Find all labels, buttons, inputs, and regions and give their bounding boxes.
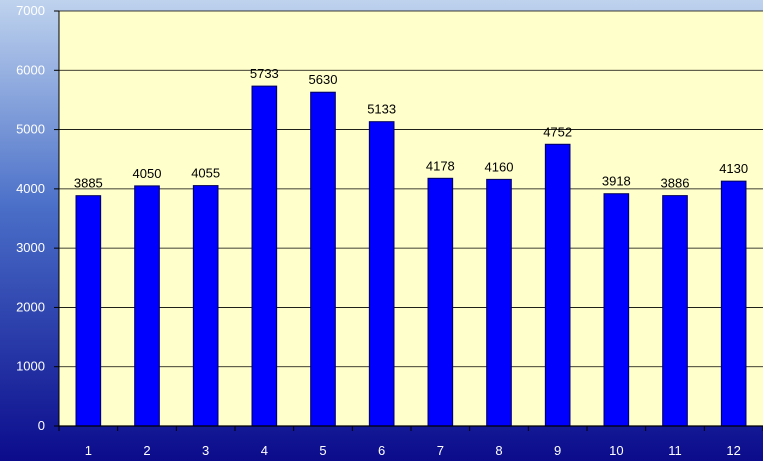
x-tick-label: 6 — [378, 443, 385, 458]
bar-2 — [134, 185, 160, 427]
data-label: 4752 — [543, 124, 572, 139]
data-label: 4050 — [133, 166, 162, 181]
x-tick-label: 12 — [726, 443, 740, 458]
data-label: 5133 — [367, 102, 396, 117]
y-tick-label: 2000 — [16, 299, 45, 314]
x-tick-label: 3 — [202, 443, 209, 458]
x-tick-label: 5 — [319, 443, 326, 458]
bar-4 — [251, 85, 278, 427]
x-tick-label: 2 — [143, 443, 150, 458]
y-tick-label: 0 — [38, 418, 45, 433]
data-label: 4160 — [485, 159, 514, 174]
y-tick-label: 4000 — [16, 181, 45, 196]
bar-9 — [544, 143, 571, 427]
data-label: 3886 — [661, 176, 690, 191]
x-tick-label: 4 — [261, 443, 268, 458]
bar-11 — [662, 195, 688, 427]
y-tick-label: 1000 — [16, 359, 45, 374]
plot-area — [59, 11, 763, 426]
y-tick-label: 7000 — [16, 3, 45, 18]
data-label: 5733 — [250, 66, 279, 81]
bar-1 — [75, 195, 102, 427]
y-tick-label: 5000 — [16, 122, 45, 137]
x-tick-label: 7 — [437, 443, 444, 458]
y-tick-label: 3000 — [16, 240, 45, 255]
data-label: 3885 — [74, 176, 103, 191]
data-labels: 3885 4050 4055 5733 5630 5133 4178 4160 4752 3918… — [74, 66, 748, 191]
data-label: 4178 — [426, 158, 455, 173]
bar-6 — [368, 121, 395, 427]
bar-5 — [310, 91, 336, 427]
bar-12 — [720, 180, 747, 427]
x-tick-label: 8 — [495, 443, 502, 458]
x-tick-label: 11 — [668, 443, 682, 458]
y-tick-label: 6000 — [16, 62, 45, 77]
x-tick-label: 9 — [554, 443, 561, 458]
x-tick-label: 10 — [609, 443, 623, 458]
data-label: 5630 — [309, 72, 338, 87]
data-label: 4130 — [719, 161, 748, 176]
data-label: 4055 — [191, 166, 220, 181]
x-tick-label: 1 — [85, 443, 92, 458]
bar-3 — [192, 185, 219, 427]
data-label: 3918 — [602, 174, 631, 189]
bar-7 — [427, 177, 454, 427]
gridlines — [59, 10, 763, 368]
bar-10 — [603, 193, 630, 427]
bar-8 — [486, 178, 512, 427]
